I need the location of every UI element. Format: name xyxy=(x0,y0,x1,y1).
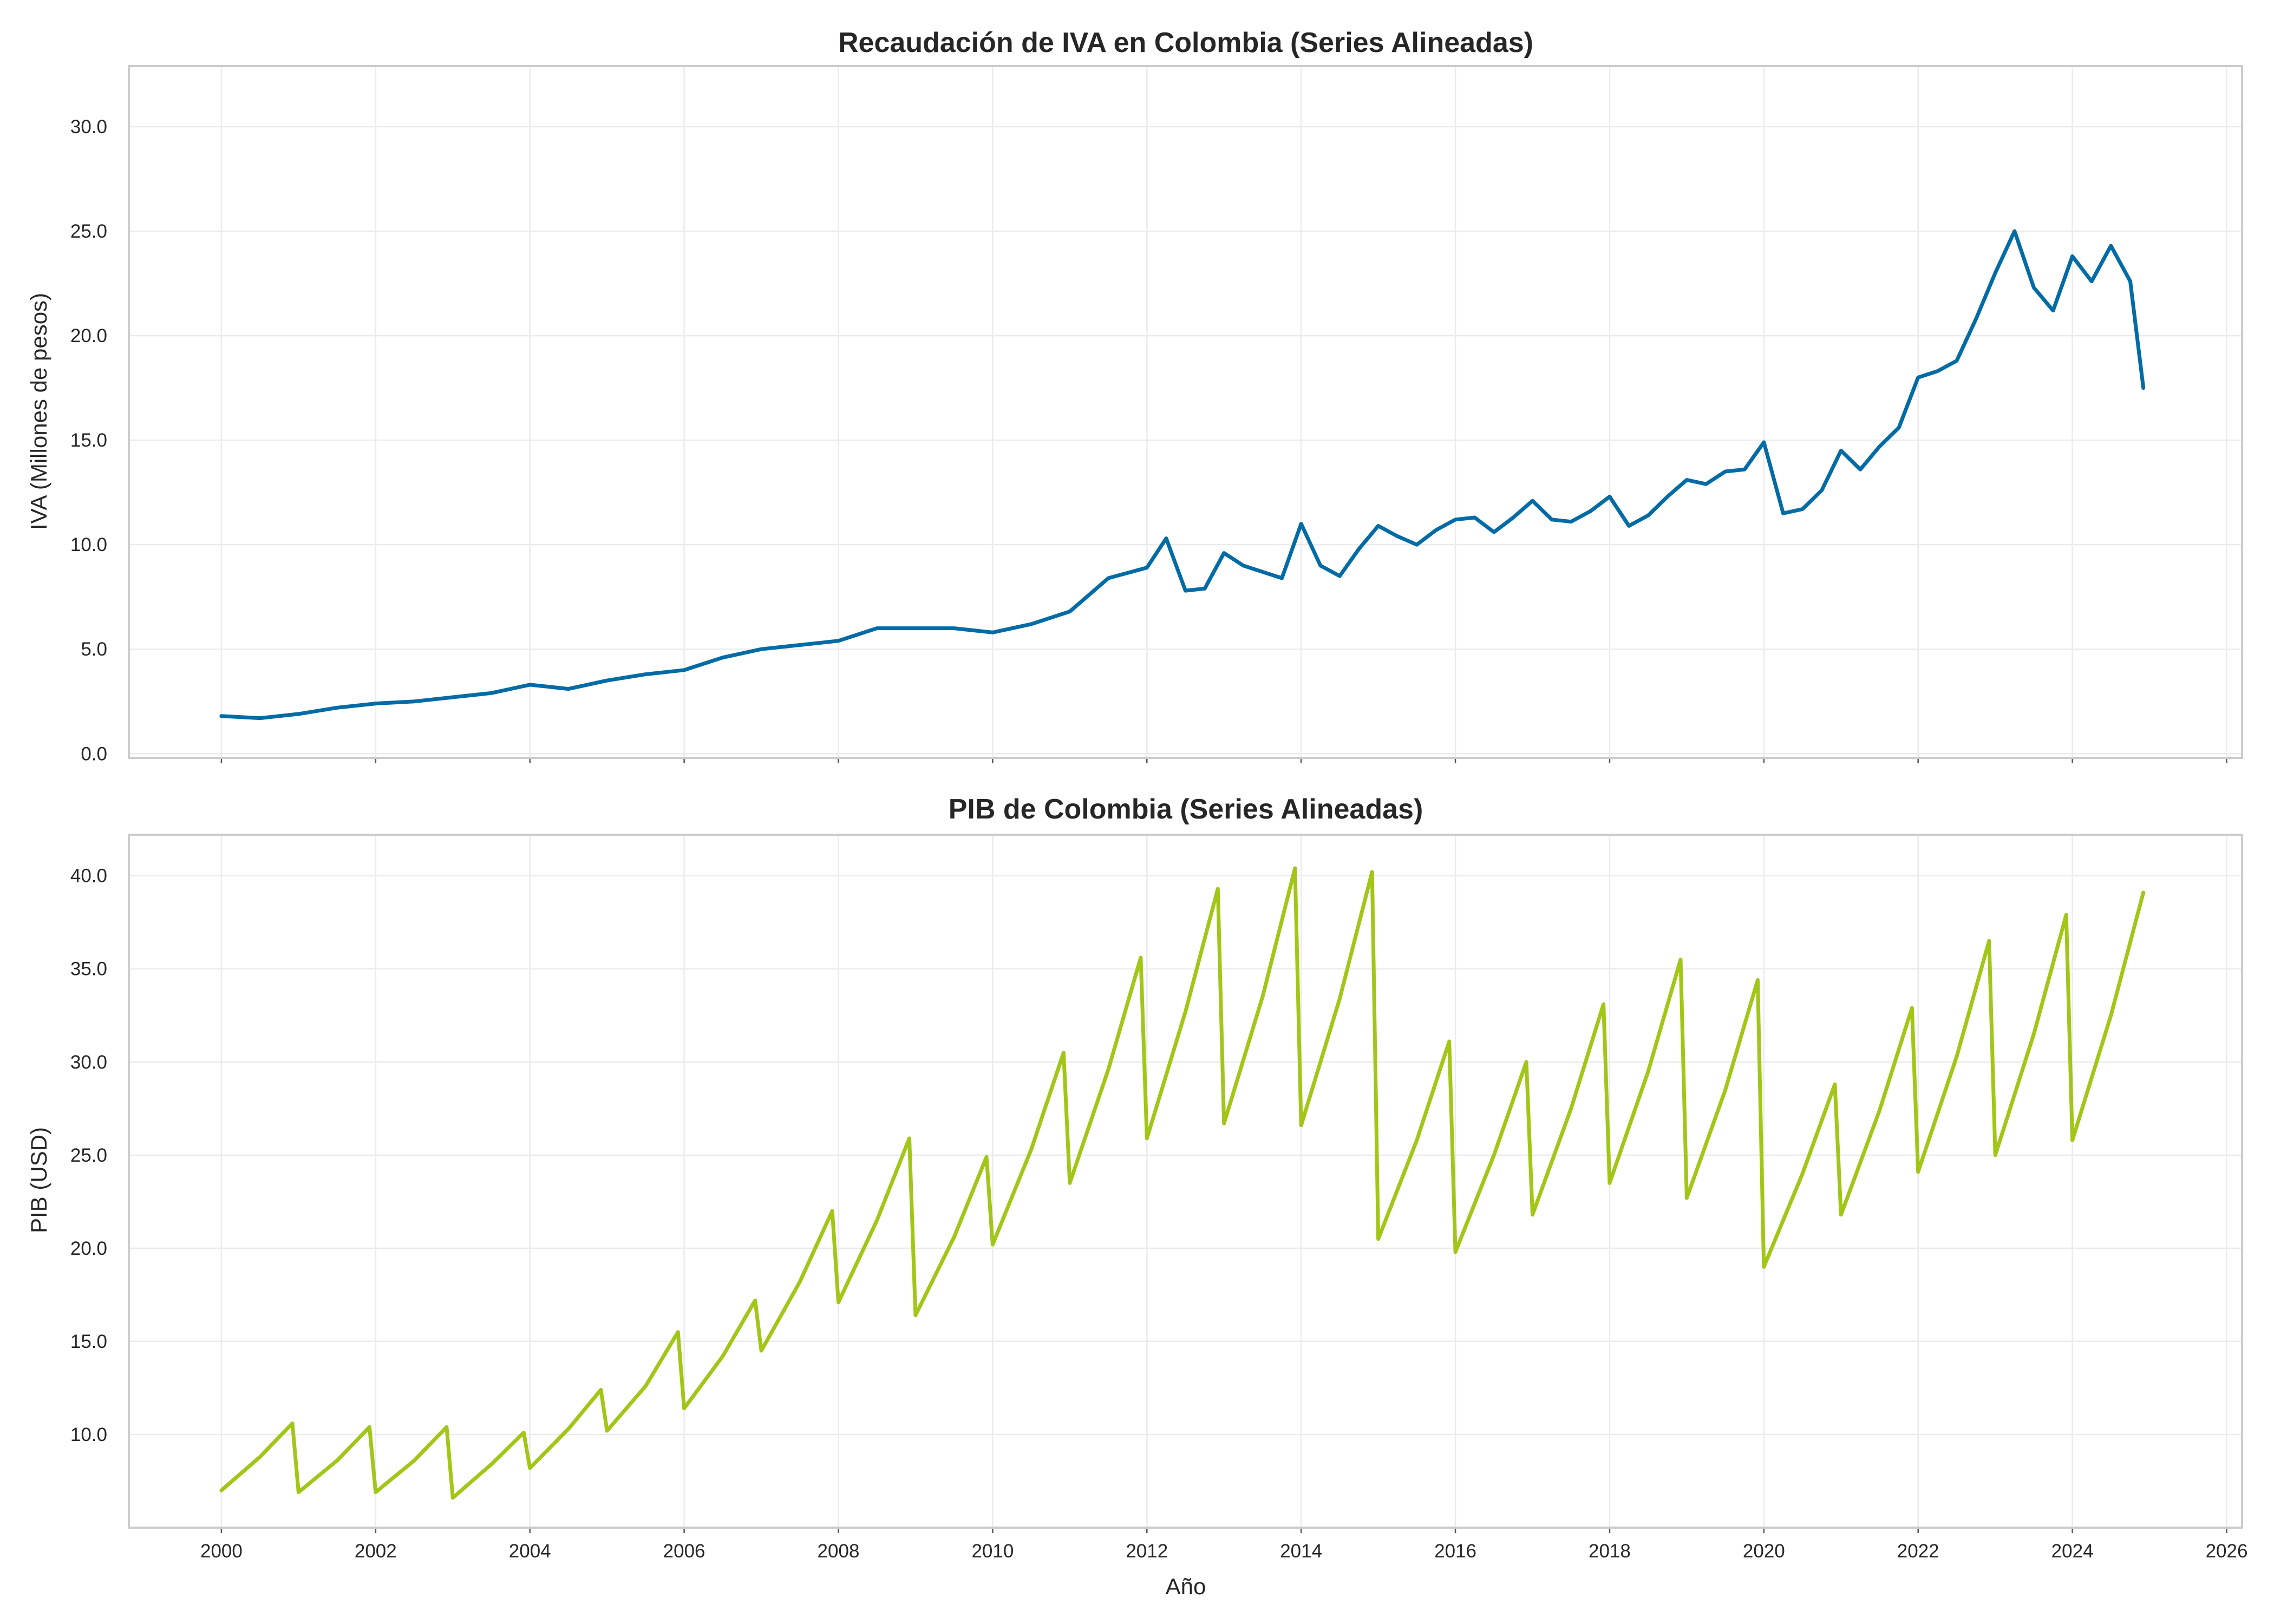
pib-x-tick-label: 2022 xyxy=(1897,1541,1939,1562)
iva-y-axis-label: IVA (Millones de pesos) xyxy=(26,293,51,530)
pib-x-tick-label: 2024 xyxy=(2051,1541,2094,1562)
iva-y-tick-label: 5.0 xyxy=(81,639,107,660)
pib-y-tick-label: 40.0 xyxy=(70,866,107,887)
pib-x-tick-label: 2010 xyxy=(971,1541,1014,1562)
pib-y-tick-label: 10.0 xyxy=(70,1424,107,1445)
iva-axis-ticks: 0.0 5.0 10.0 15.0 20.0 25.0 30.0 xyxy=(70,116,2227,764)
pib-x-tick-label: 2016 xyxy=(1434,1541,1476,1562)
iva-gridlines xyxy=(129,66,2242,758)
pib-x-tick-label: 2012 xyxy=(1126,1541,1168,1562)
pib-x-axis-label: Año xyxy=(1166,1574,1206,1599)
iva-series-line-0 xyxy=(219,229,2146,721)
pib-y-tick-label: 20.0 xyxy=(70,1238,107,1259)
pib-x-tick-label: 2014 xyxy=(1280,1541,1322,1562)
pib-x-tick-label: 2018 xyxy=(1589,1541,1631,1562)
iva-y-tick-label: 20.0 xyxy=(70,325,107,346)
pib-x-tick-label: 2020 xyxy=(1743,1541,1785,1562)
pib-axis-ticks: 2000 2002 2004 2006 2008 2010 2012 2014 2016 2018… xyxy=(70,866,2248,1562)
pib-x-tick-label: 2026 xyxy=(2206,1541,2248,1562)
pib-x-tick-label: 2004 xyxy=(509,1541,551,1562)
iva-plot-frame xyxy=(128,65,2243,759)
iva-y-tick-label: 15.0 xyxy=(70,430,107,451)
pib-x-tick-label: 2002 xyxy=(355,1541,397,1562)
iva-y-tick-label: 10.0 xyxy=(70,534,107,555)
pib-plot-frame xyxy=(128,834,2243,1529)
iva-chart-panel: Recaudación de IVA en Colombia (Series A… xyxy=(26,27,2243,764)
pib-x-tick-label: 2000 xyxy=(200,1541,243,1562)
pib-y-axis-label: PIB (USD) xyxy=(26,1127,51,1233)
pib-series xyxy=(219,866,2146,1500)
pib-gridlines xyxy=(129,835,2242,1528)
iva-y-tick-label: 30.0 xyxy=(70,116,107,137)
pib-y-tick-label: 25.0 xyxy=(70,1145,107,1166)
iva-chart-title: Recaudación de IVA en Colombia (Series A… xyxy=(838,27,1533,58)
pib-chart-panel: PIB de Colombia (Series Alineadas) PIB (… xyxy=(26,794,2247,1599)
pib-series-line-0 xyxy=(219,866,2146,1500)
pib-y-tick-label: 15.0 xyxy=(70,1331,107,1352)
pib-chart-title: PIB de Colombia (Series Alineadas) xyxy=(949,794,1423,825)
iva-series xyxy=(219,229,2146,721)
pib-x-tick-label: 2006 xyxy=(663,1541,705,1562)
iva-y-tick-label: 0.0 xyxy=(81,743,107,764)
iva-y-tick-label: 25.0 xyxy=(70,221,107,242)
pib-y-tick-label: 35.0 xyxy=(70,959,107,980)
pib-x-tick-label: 2008 xyxy=(818,1541,860,1562)
pib-y-tick-label: 30.0 xyxy=(70,1052,107,1073)
